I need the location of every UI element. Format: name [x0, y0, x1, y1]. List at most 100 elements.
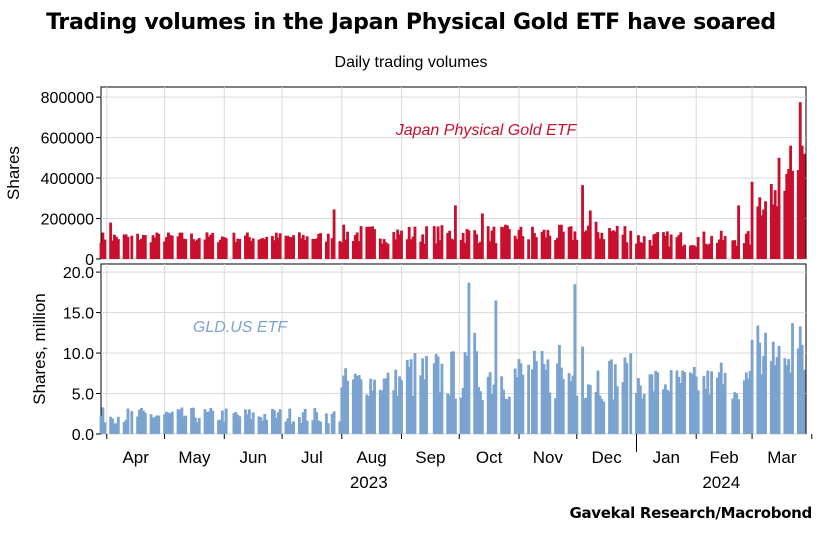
japan-bar — [692, 245, 696, 259]
japan-bar — [140, 238, 143, 259]
gld-bar — [640, 398, 644, 434]
gld-bar — [744, 372, 748, 434]
gld-bar — [436, 356, 440, 434]
gld-bar — [140, 407, 143, 434]
japan-bar — [760, 215, 764, 259]
gld-bar — [305, 420, 309, 434]
japan-bars — [99, 102, 806, 260]
gld-bar — [748, 370, 752, 434]
japan-bar — [733, 240, 737, 259]
gld-bar — [721, 384, 725, 434]
japan-bar — [116, 239, 120, 259]
gld-bar — [750, 339, 754, 434]
japan-bar — [534, 237, 538, 259]
gld-bar — [802, 369, 806, 434]
gld-bar — [367, 396, 371, 434]
japan-bar — [488, 241, 492, 259]
japan-bar — [706, 244, 710, 259]
gld-bar — [205, 412, 209, 434]
gld-bar — [143, 412, 147, 434]
gld-bar — [531, 369, 534, 434]
gld-bar — [247, 409, 251, 434]
gld-bar — [783, 358, 787, 434]
japan-bar — [276, 237, 280, 259]
gld-bars — [99, 282, 806, 434]
gld-bar — [219, 419, 222, 434]
japan-bar — [548, 235, 552, 259]
japan-bar — [650, 245, 654, 259]
gld-bar — [532, 350, 536, 434]
japan-bar — [756, 206, 760, 259]
japan-bar — [637, 235, 640, 259]
japan-bar — [217, 242, 220, 259]
japan-bar — [184, 239, 188, 259]
japan-bar — [665, 231, 669, 259]
gld-bar — [197, 417, 201, 434]
japan-bar — [440, 225, 444, 259]
gld-bar — [785, 365, 789, 434]
gld-bar — [315, 412, 319, 434]
japan-bar — [157, 233, 161, 259]
gld-bar — [238, 416, 242, 434]
gld-bar — [615, 386, 619, 434]
gld-bar — [652, 391, 656, 434]
japan-bar — [773, 190, 777, 259]
gld-bar — [286, 418, 290, 434]
gld-bar — [692, 367, 696, 434]
japan-bar — [317, 233, 321, 259]
japan-bar — [764, 201, 767, 259]
japan-bar — [141, 234, 145, 259]
gld-bar — [180, 407, 184, 434]
japan-y-ticks: 800000 600000 400000 200000 0 — [41, 90, 101, 269]
gld-bar — [265, 419, 269, 434]
gld-bar — [769, 361, 773, 434]
japan-bar — [299, 238, 303, 259]
gld-bar — [359, 379, 363, 434]
japan-bar — [473, 230, 477, 259]
gld-bar — [259, 417, 263, 434]
gld-bar — [567, 372, 571, 434]
gld-bar — [136, 416, 140, 434]
japan-bar — [423, 243, 427, 259]
japan-bar — [332, 209, 336, 259]
japan-bar — [663, 235, 667, 259]
japan-bar — [787, 169, 791, 259]
gld-bar — [575, 395, 579, 434]
japan-bar — [126, 236, 130, 259]
chart-subtitle: Daily trading volumes — [334, 54, 488, 71]
japan-bar — [344, 239, 348, 259]
gld-bar — [369, 378, 373, 434]
japan-bar — [500, 226, 504, 259]
gld-bar — [330, 413, 334, 434]
japan-bar — [640, 243, 644, 259]
japan-series-label: Japan Physical Gold ETF — [395, 122, 578, 139]
japan-bar — [625, 242, 629, 259]
gld-bar — [490, 394, 494, 434]
gld-bar — [663, 384, 667, 434]
gld-bar — [409, 359, 413, 434]
japan-bar — [288, 237, 292, 259]
gld-bar — [195, 422, 199, 434]
gld-bar — [546, 359, 550, 434]
gld-bar — [170, 411, 174, 434]
gld-bar — [502, 389, 505, 434]
gld-bar — [717, 372, 721, 434]
japan-bar — [249, 240, 253, 259]
gld-bar — [353, 373, 357, 434]
japan-bar — [704, 243, 708, 259]
gld-bar — [459, 397, 463, 434]
japan-bar — [744, 233, 748, 259]
japan-bar — [777, 157, 781, 259]
gld-bar — [245, 414, 249, 434]
japan-bar — [413, 226, 417, 259]
japan-bar — [265, 236, 269, 259]
gld-bar — [113, 423, 116, 434]
japan-bar — [238, 238, 242, 259]
japan-bar — [567, 227, 571, 259]
japan-bar — [278, 233, 282, 259]
gld-bar — [176, 409, 180, 434]
japan-bar — [176, 236, 180, 259]
month-label: Sep — [415, 448, 445, 467]
gld-bar — [130, 411, 134, 434]
gld-bar — [380, 390, 384, 434]
